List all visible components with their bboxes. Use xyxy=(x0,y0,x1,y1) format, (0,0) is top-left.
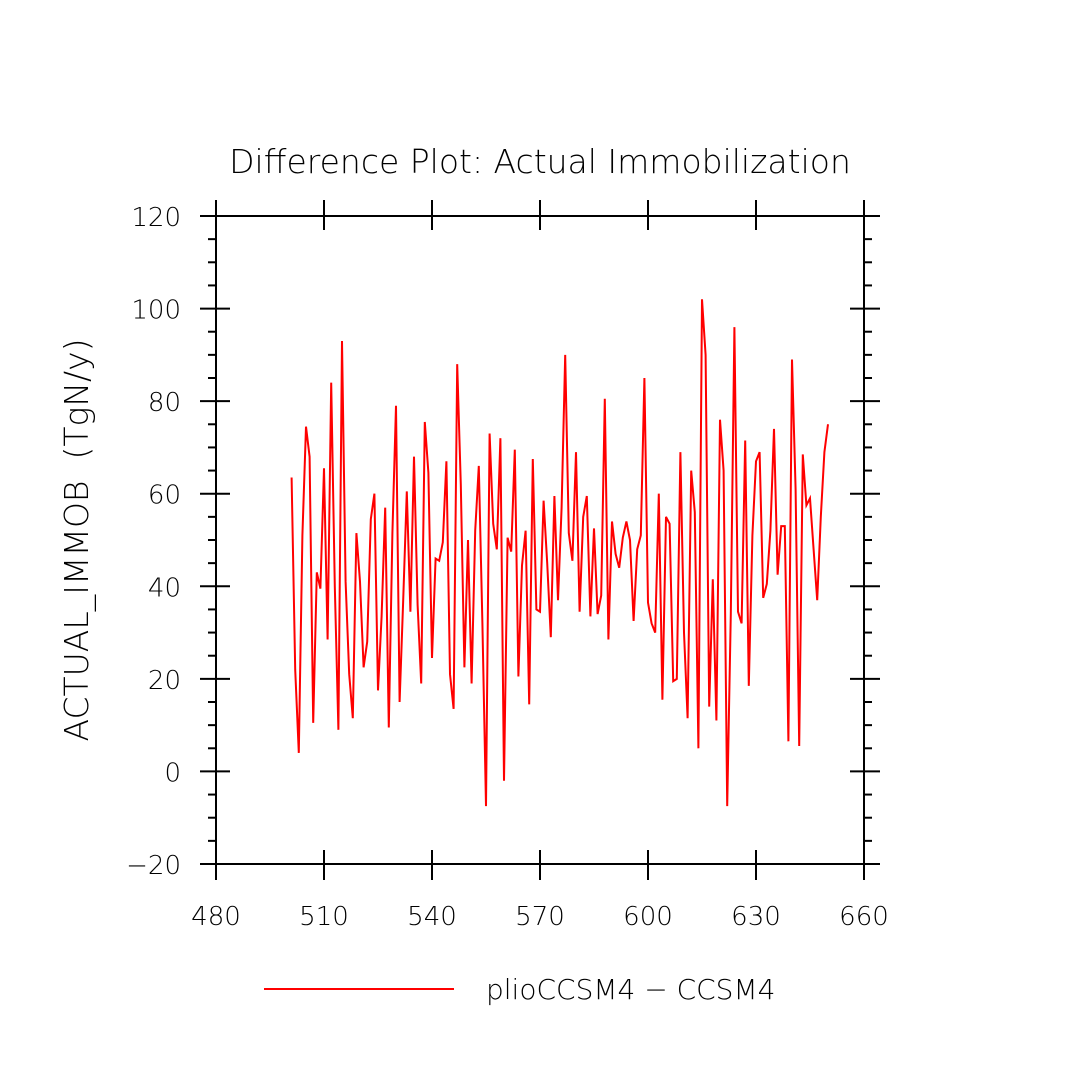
series-line xyxy=(290,299,829,807)
chart-title: Difference Plot: Actual Immobilization xyxy=(229,142,851,181)
y-tick-label: 40 xyxy=(148,573,181,603)
y-tick-label: −20 xyxy=(126,851,181,881)
y-tick-label: 80 xyxy=(148,388,181,418)
x-tick-label: 480 xyxy=(191,902,241,932)
x-tick-label: 510 xyxy=(299,902,349,932)
x-tick-label: 600 xyxy=(623,902,673,932)
y-tick-label: 120 xyxy=(131,203,181,233)
legend-label: plioCCSM4 − CCSM4 xyxy=(486,973,775,1006)
y-tick-label: 60 xyxy=(148,481,181,511)
y-tick-label: 20 xyxy=(148,666,181,696)
x-tick-labels: 480 510 540 570 600 630 660 xyxy=(191,902,889,932)
x-tick-label: 660 xyxy=(839,902,889,932)
x-tick-label: 630 xyxy=(731,902,781,932)
axis-ticks xyxy=(200,200,880,880)
y-tick-labels: −20 0 20 40 60 80 100 120 xyxy=(126,203,181,881)
x-tick-label: 570 xyxy=(515,902,565,932)
y-tick-label: 0 xyxy=(164,758,181,788)
y-axis-label: ACTUAL_IMMOB (TgN/y) xyxy=(57,338,97,741)
plot-frame xyxy=(215,215,865,865)
x-tick-label: 540 xyxy=(407,902,457,932)
y-tick-label: 100 xyxy=(131,296,181,326)
